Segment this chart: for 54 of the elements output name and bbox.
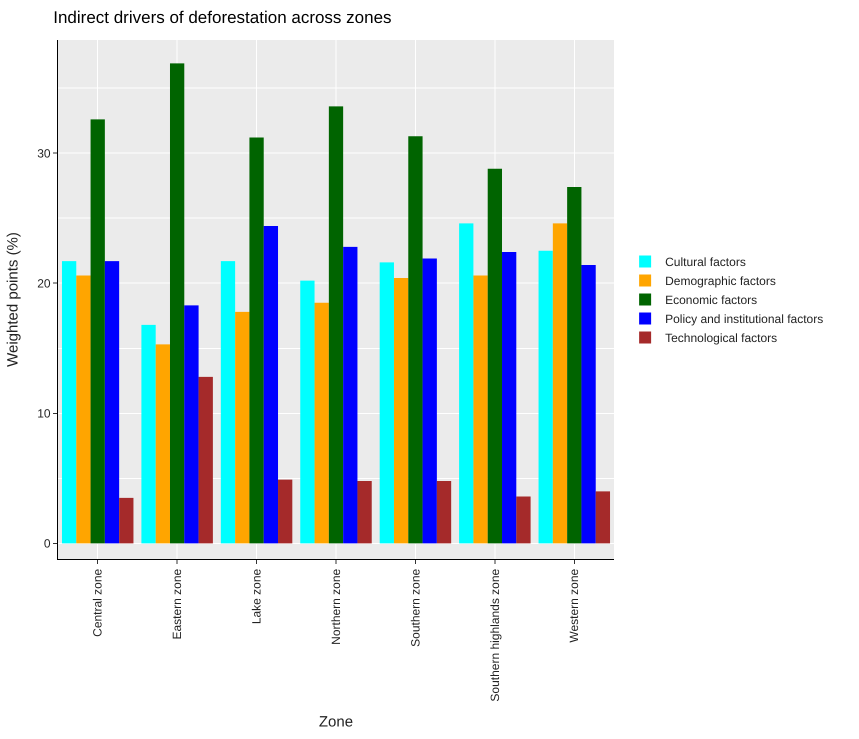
bar [459,223,474,544]
bar [300,280,315,544]
bar [422,258,437,544]
y-tick-label: 0 [44,536,51,551]
bar [156,344,170,544]
y-tick-label: 10 [37,406,51,421]
bar [119,498,134,544]
bar [184,305,199,544]
bar [235,312,250,544]
bar [314,302,329,544]
bar [394,278,408,544]
legend-label: Policy and institutional factors [665,312,824,326]
x-tick-label: Southern highlands zone [488,568,502,702]
bar [141,324,156,544]
bar [328,106,344,544]
y-axis-title: Weighted points (%) [4,232,22,367]
x-tick-label: Northern zone [328,568,343,645]
x-tick-label: Southern zone [408,568,422,647]
chart-title: Indirect drivers of deforestation across zones [53,8,392,27]
legend-label: Economic factors [665,293,758,308]
y-tick-label: 30 [37,146,51,160]
bar [380,262,394,544]
bar [538,250,553,544]
bar [473,275,488,544]
bar [567,186,582,544]
bar [264,226,278,544]
x-tick-label: Lake zone [249,568,264,624]
bar [488,168,502,544]
bar [596,491,610,544]
bar [581,265,596,544]
bar [436,480,452,544]
bar [170,63,184,544]
legend-label: Technological factors [665,331,778,346]
bar [502,252,516,544]
legend-label: Demographic factors [665,274,776,288]
bar [516,496,531,544]
bar [357,480,372,544]
bar [104,261,120,544]
x-axis-title: Zone [318,714,354,731]
bar [90,119,105,544]
bar [198,376,213,544]
bar [278,480,292,544]
y-tick-label: 20 [37,276,51,290]
bar [76,275,91,544]
x-tick-label: Eastern zone [170,568,184,640]
bar [408,136,423,544]
legend-label: Cultural factors [665,255,746,270]
bar [62,261,76,544]
bar [220,261,236,544]
bar [249,138,264,544]
x-tick-label: Central zone [90,568,105,637]
bar [552,223,568,544]
bar [343,246,358,544]
x-tick-label: Western zone [567,568,582,643]
